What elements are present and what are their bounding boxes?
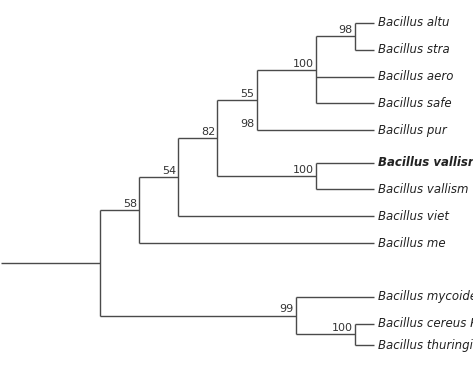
Text: 98: 98 [338,25,353,35]
Text: 99: 99 [280,304,294,314]
Text: Bacillus stra: Bacillus stra [378,43,449,56]
Text: Bacillus aero: Bacillus aero [378,70,453,83]
Text: Bacillus viet: Bacillus viet [378,210,448,223]
Text: 82: 82 [201,127,215,137]
Text: Bacillus cereus H: Bacillus cereus H [378,317,474,330]
Text: Bacillus altu: Bacillus altu [378,16,449,29]
Text: 100: 100 [332,323,353,333]
Text: Bacillus pur: Bacillus pur [378,124,447,137]
Text: 100: 100 [292,59,314,68]
Text: 58: 58 [123,199,137,209]
Text: 55: 55 [241,89,255,99]
Text: Bacillus vallism: Bacillus vallism [378,183,468,196]
Text: Bacillus safe: Bacillus safe [378,97,451,110]
Text: 54: 54 [162,166,176,176]
Text: Bacillus mycoides str: Bacillus mycoides str [378,290,474,303]
Text: 98: 98 [240,119,255,129]
Text: Bacillus vallisr: Bacillus vallisr [378,156,473,169]
Text: Bacillus me: Bacillus me [378,237,445,250]
Text: 100: 100 [292,164,314,174]
Text: Bacillus thuringiens: Bacillus thuringiens [378,339,474,352]
